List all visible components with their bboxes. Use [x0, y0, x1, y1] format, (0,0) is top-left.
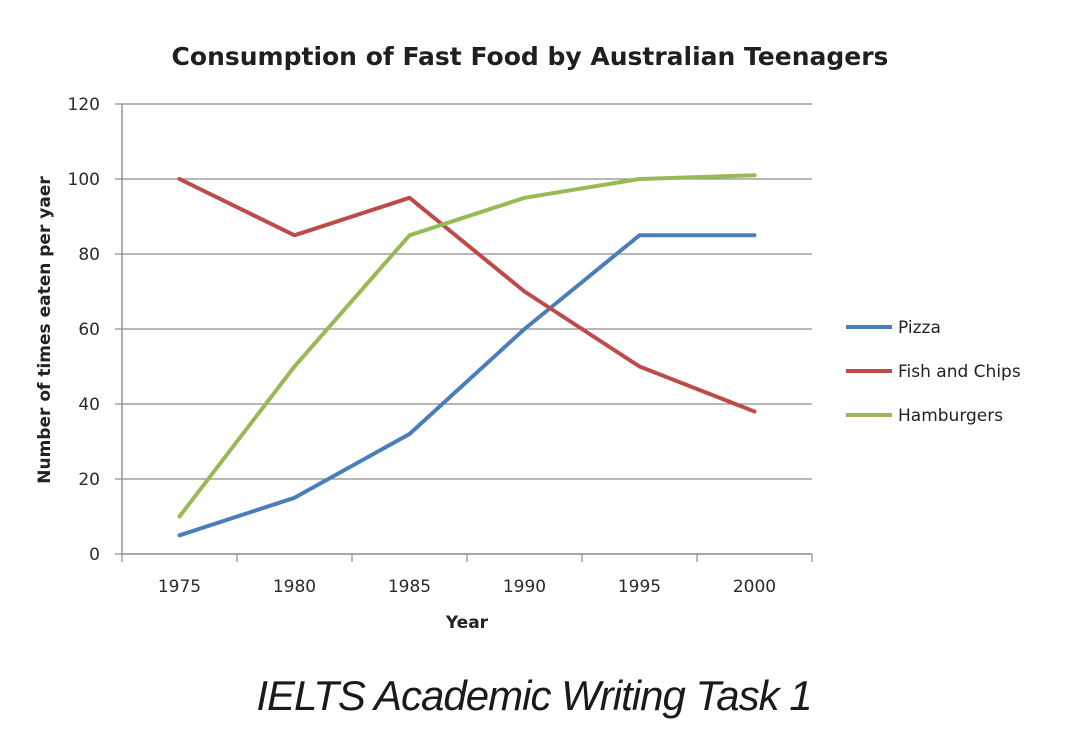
series-lines [177, 173, 757, 538]
y-tick-label: 100 [68, 170, 100, 190]
legend-label-hamburgers: Hamburgers [898, 406, 1003, 426]
x-tick-label: 2000 [733, 577, 776, 597]
x-tick-label: 1990 [503, 577, 546, 597]
y-tick-label: 60 [78, 320, 100, 340]
axes [115, 103, 813, 562]
y-tick-label: 40 [78, 395, 100, 415]
x-axis-label: Year [445, 613, 489, 633]
y-axis-label: Number of times eaten per yaer [35, 176, 55, 484]
legend: Pizza Fish and Chips Hamburgers [846, 318, 1021, 426]
y-tick-labels: 0 20 40 60 80 100 120 [68, 95, 100, 565]
series-line-hamburgers [177, 173, 757, 519]
y-tick-label: 80 [78, 245, 100, 265]
y-tick-label: 0 [89, 545, 100, 565]
series-line-pizza [177, 233, 757, 538]
legend-label-pizza: Pizza [898, 318, 941, 338]
series-line-fish-and-chips [177, 177, 757, 414]
x-tick-labels: 1975 1980 1985 1990 1995 2000 [158, 577, 776, 597]
chart-title: Consumption of Fast Food by Australian T… [172, 42, 889, 71]
line-chart: Consumption of Fast Food by Australian T… [35, 42, 1021, 633]
x-tick-label: 1985 [388, 577, 431, 597]
caption: IELTS Academic Writing Task 1 [256, 672, 812, 719]
x-tick-label: 1975 [158, 577, 201, 597]
gridlines [122, 103, 812, 480]
legend-label-fish-and-chips: Fish and Chips [898, 362, 1021, 382]
x-tick-label: 1995 [618, 577, 661, 597]
x-tick-label: 1980 [273, 577, 316, 597]
y-tick-label: 20 [78, 470, 100, 490]
y-tick-label: 120 [68, 95, 100, 115]
